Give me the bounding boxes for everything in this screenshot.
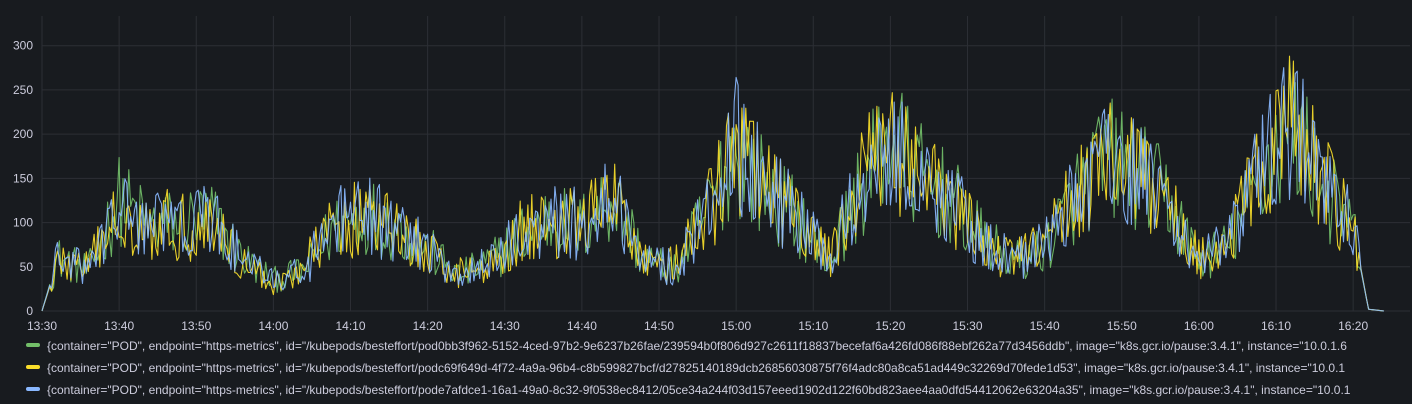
x-tick-label: 15:10	[798, 319, 828, 333]
series-line	[41, 55, 1385, 312]
x-tick-label: 14:30	[490, 319, 520, 333]
x-tick-label: 15:50	[1107, 319, 1137, 333]
x-tick-label: 14:40	[567, 319, 597, 333]
y-tick-label: 50	[20, 260, 34, 274]
legend-item[interactable]: {container="POD", endpoint="https-metric…	[26, 358, 1406, 376]
legend-label: {container="POD", endpoint="https-metric…	[47, 338, 1347, 353]
x-tick-label: 14:00	[258, 319, 288, 333]
x-tick-label: 16:20	[1338, 319, 1368, 333]
y-tick-label: 100	[13, 216, 33, 230]
x-tick-label: 15:30	[953, 319, 983, 333]
x-tick-label: 13:30	[27, 319, 57, 333]
legend-color-swatch	[26, 342, 40, 347]
timeseries-chart: 0 50 100 150 200 250 300 13:30 13:40 13:50 14:00 14…	[13, 16, 1410, 333]
x-tick-label: 15:20	[875, 319, 905, 333]
x-tick-label: 14:20	[413, 319, 443, 333]
y-tick-label: 200	[13, 127, 33, 141]
x-tick-label: 15:00	[721, 319, 751, 333]
legend-color-swatch	[26, 386, 40, 391]
x-tick-label: 13:40	[104, 319, 134, 333]
x-tick-label: 16:00	[1184, 319, 1214, 333]
x-tick-label: 14:50	[644, 319, 674, 333]
series-line	[41, 67, 1385, 312]
x-tick-label: 13:50	[181, 319, 211, 333]
x-tick-label: 14:10	[335, 319, 365, 333]
series-line	[41, 59, 1385, 312]
legend-label: {container="POD", endpoint="https-metric…	[47, 360, 1346, 375]
legend-item[interactable]: {container="POD", endpoint="https-metric…	[26, 336, 1406, 354]
legend-label: {container="POD", endpoint="https-metric…	[47, 382, 1351, 397]
y-tick-label: 250	[13, 83, 33, 97]
y-tick-label: 150	[13, 171, 33, 185]
legend-item[interactable]: {container="POD", endpoint="https-metric…	[26, 380, 1406, 398]
x-tick-label: 15:40	[1030, 319, 1060, 333]
legend-color-swatch	[26, 364, 40, 369]
y-tick-label: 0	[26, 304, 33, 318]
y-tick-label: 300	[13, 39, 33, 53]
x-tick-label: 16:10	[1261, 319, 1291, 333]
